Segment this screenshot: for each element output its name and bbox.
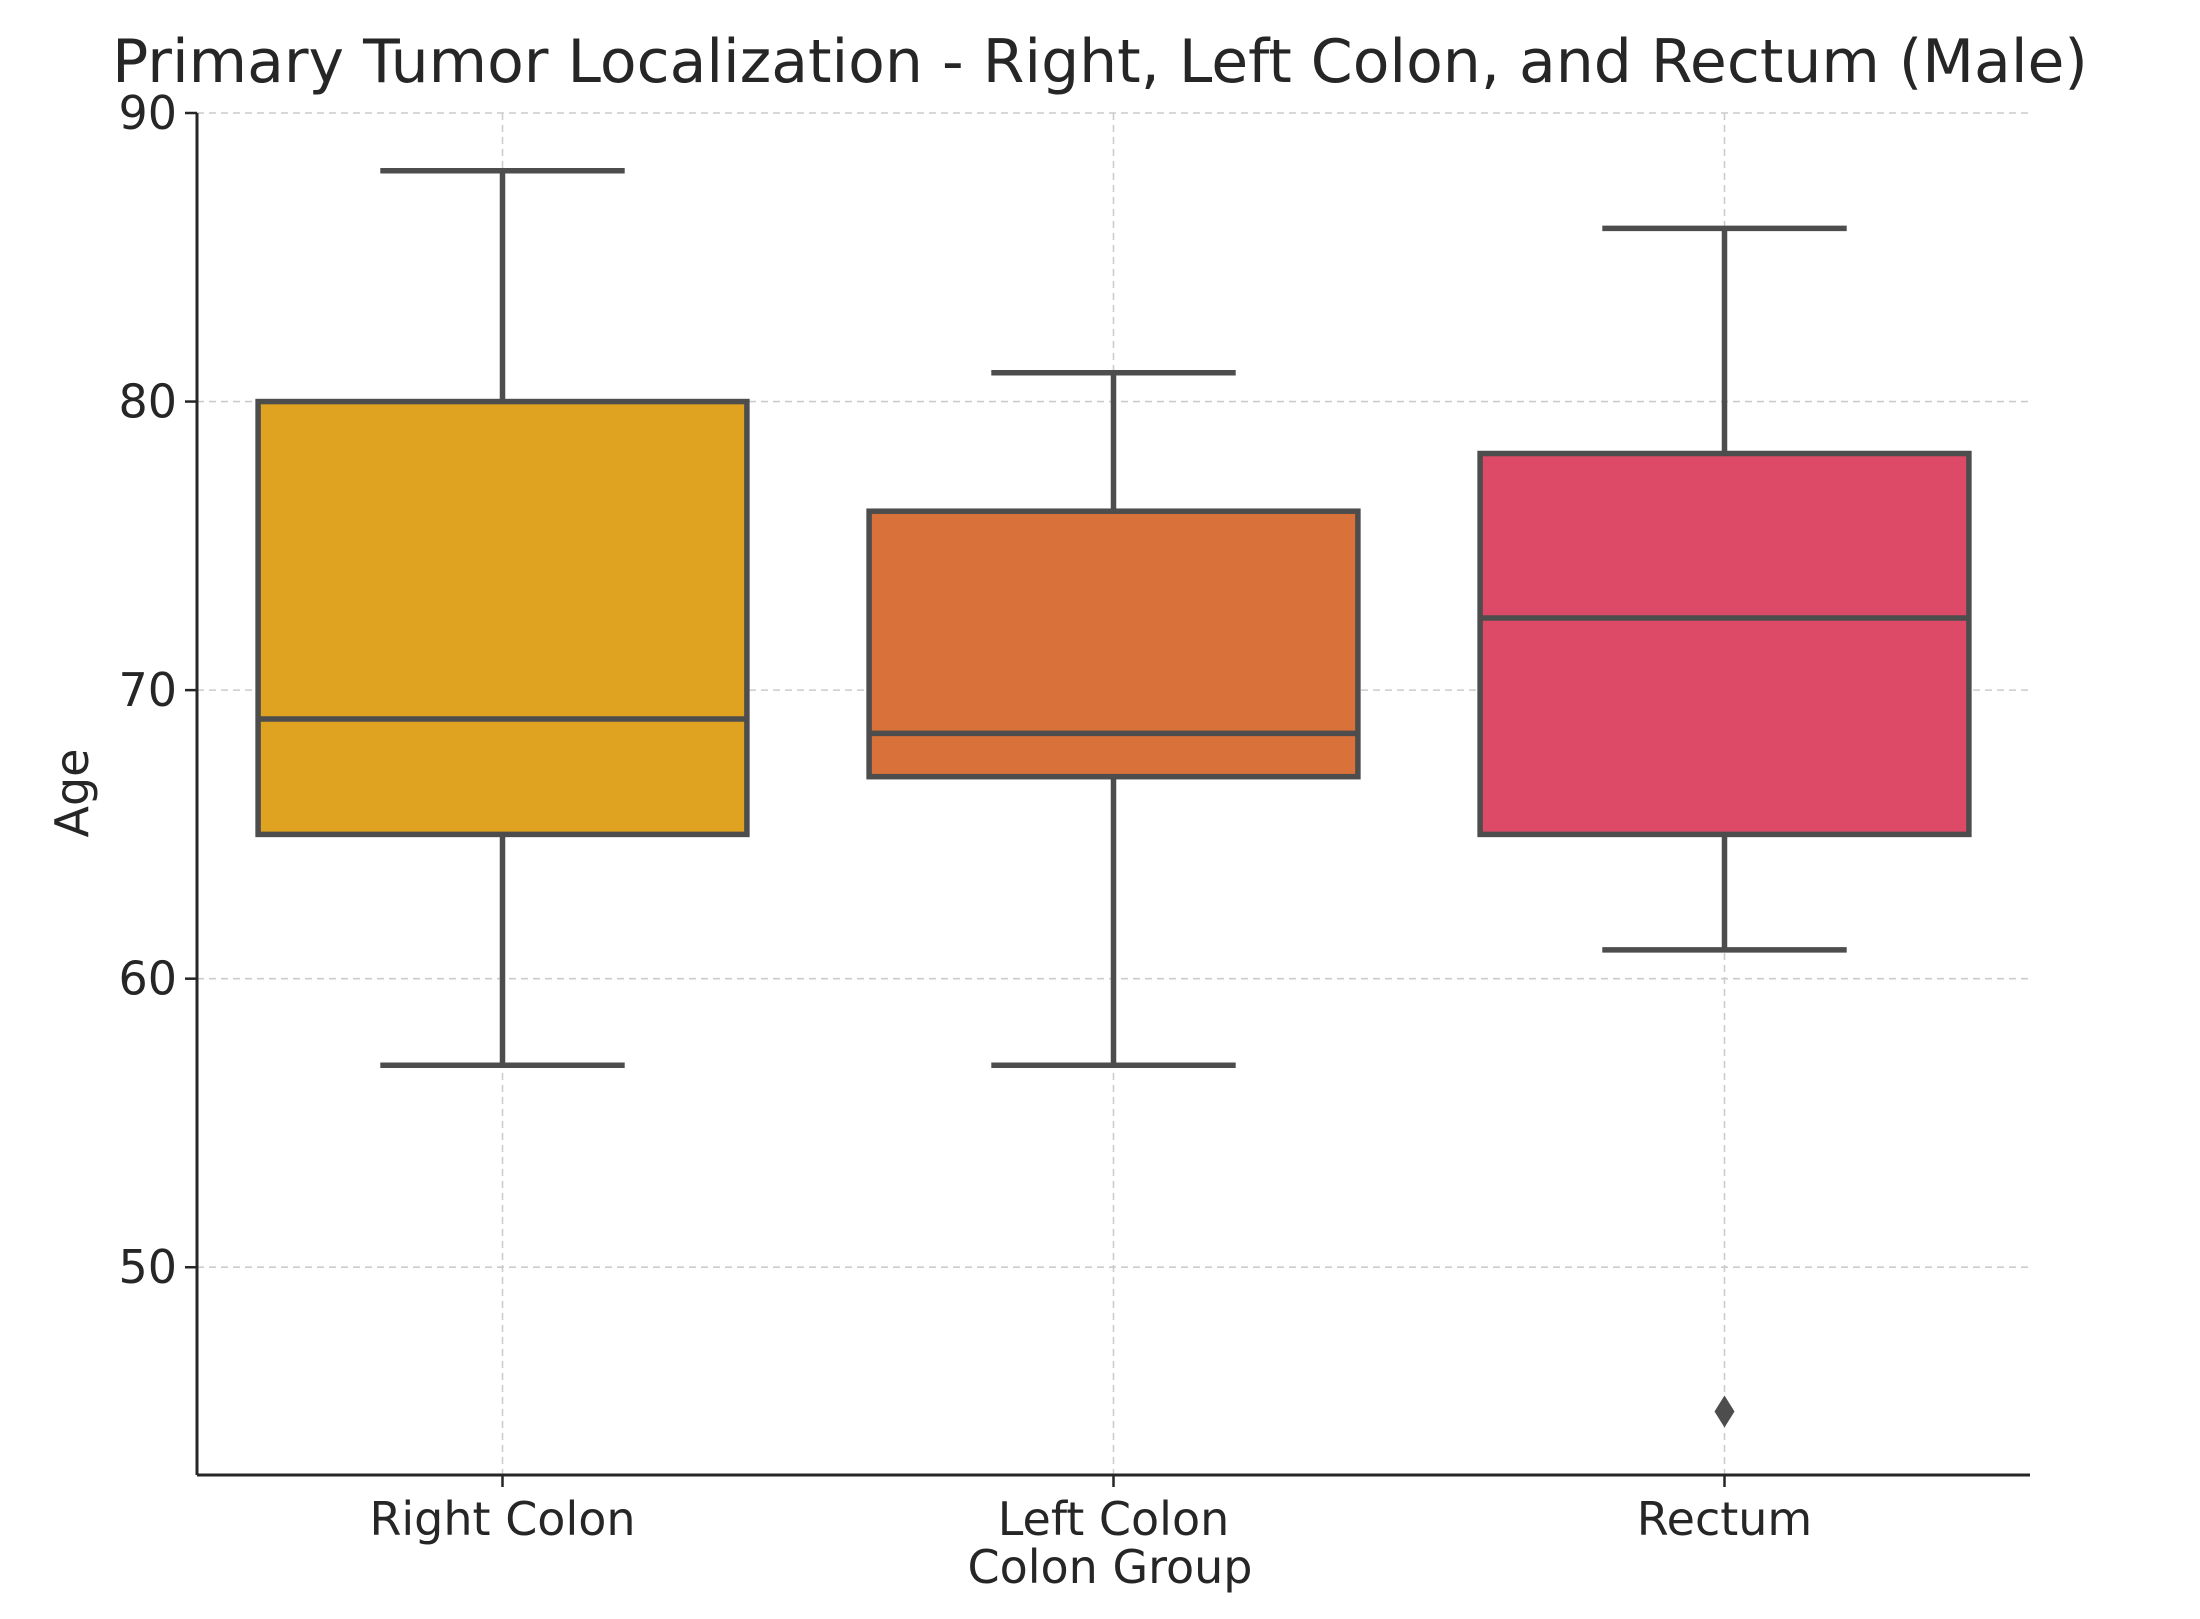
x-tick-label: Left Colon — [998, 1492, 1230, 1546]
y-tick-label: 90 — [118, 86, 177, 140]
y-tick-label: 80 — [118, 375, 177, 429]
box-group-right-colon — [255, 167, 750, 1068]
y-tick-label: 60 — [118, 952, 177, 1006]
chart-title: Primary Tumor Localization - Right, Left… — [112, 27, 2088, 97]
y-tick-label: 70 — [118, 663, 177, 717]
axes: 50 60 70 80 90 Right Colon Left Colon Rectum — [118, 86, 2030, 1546]
boxes — [255, 167, 1972, 1428]
x-tick-label: Right Colon — [369, 1492, 635, 1546]
x-axis-label: Colon Group — [967, 1540, 1252, 1594]
iqr-box — [255, 398, 750, 838]
outlier-point — [1714, 1395, 1735, 1428]
iqr-box — [866, 508, 1361, 780]
y-axis-label: Age — [45, 749, 99, 838]
y-tick-label: 50 — [118, 1240, 177, 1294]
box-group-left-colon — [866, 369, 1361, 1068]
x-tick-label: Rectum — [1637, 1492, 1813, 1546]
iqr-box — [1477, 450, 1972, 838]
box-group-rectum — [1477, 225, 1972, 1428]
